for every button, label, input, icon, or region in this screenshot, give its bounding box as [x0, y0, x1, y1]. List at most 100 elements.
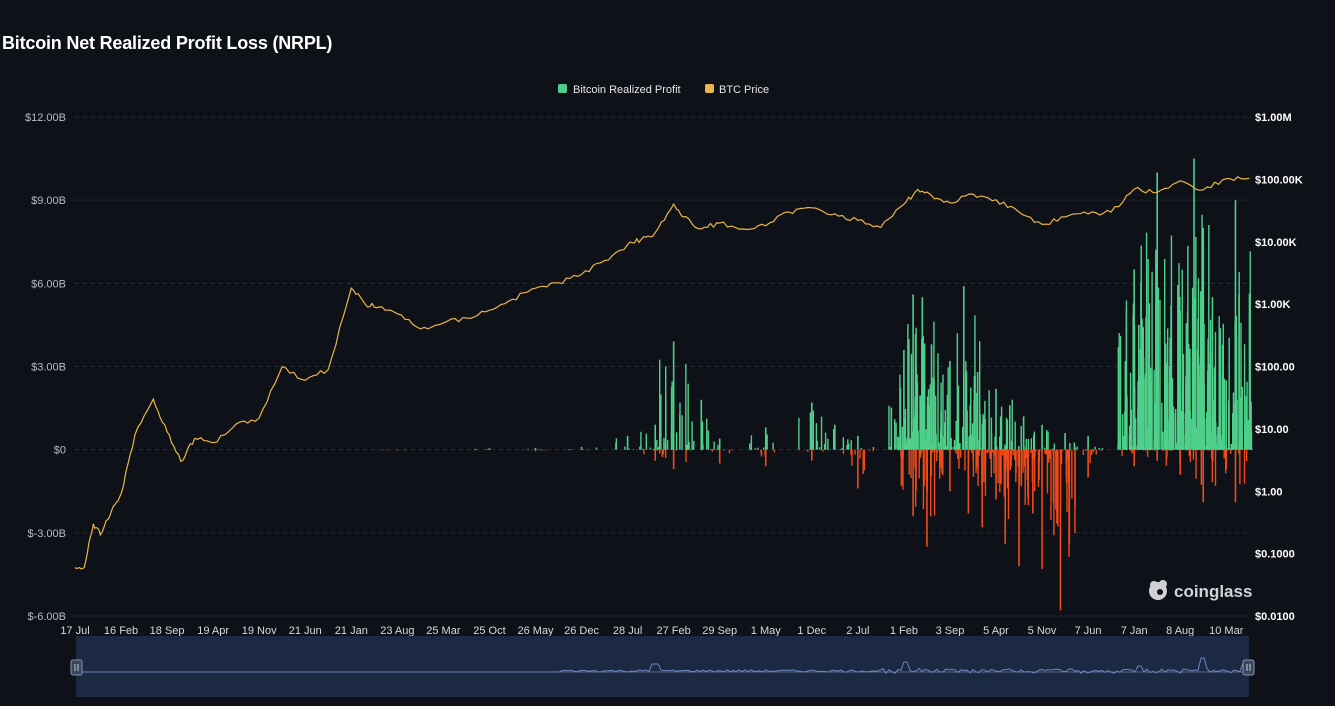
loss-bar [1022, 449, 1024, 473]
legend-label-profit[interactable]: Bitcoin Realized Profit [573, 84, 681, 96]
legend-label-price[interactable]: BTC Price [719, 84, 769, 96]
profit-bar [1189, 348, 1191, 450]
loss-bar [1051, 449, 1053, 451]
profit-bar [938, 442, 940, 450]
profit-bar [959, 443, 961, 450]
loss-bar [1145, 449, 1147, 451]
loss-bar [1020, 449, 1023, 487]
loss-bar [1225, 449, 1228, 451]
profit-bar [904, 409, 907, 450]
profit-bar [932, 449, 935, 451]
profit-bar [625, 449, 627, 450]
loss-bar [1053, 449, 1055, 536]
loss-bar [1071, 449, 1073, 499]
profit-bar [1132, 303, 1135, 450]
loss-bar [661, 449, 663, 458]
profit-bar [890, 407, 893, 450]
profit-bar [1165, 366, 1168, 450]
profit-bar [762, 447, 765, 450]
profit-bar [1173, 449, 1175, 451]
profit-bar [1225, 446, 1227, 450]
profit-bar [1144, 439, 1146, 450]
profit-bar [1128, 425, 1131, 450]
loss-bar [972, 449, 975, 477]
loss-bar [958, 449, 960, 469]
loss-bar [1082, 449, 1084, 455]
profit-bar [656, 448, 659, 450]
profit-bar [1192, 330, 1195, 450]
loss-bar [1074, 449, 1076, 534]
profit-bar [834, 446, 836, 450]
navigator[interactable] [70, 636, 1255, 697]
loss-bar [920, 449, 923, 451]
profit-bar [687, 383, 689, 450]
profit-bar [1225, 380, 1228, 450]
profit-bar [486, 449, 489, 451]
legend-swatch-profit[interactable] [558, 84, 567, 93]
legend[interactable]: Bitcoin Realized Profit BTC Price [558, 84, 769, 96]
profit-bar [615, 442, 617, 450]
profit-bar [1230, 444, 1232, 450]
profit-bar [1232, 412, 1234, 450]
profit-bar [1223, 378, 1226, 450]
left-tick-label: $12.00B [25, 112, 66, 124]
profit-bar [908, 339, 910, 450]
profit-bar [488, 449, 490, 450]
profit-bar [965, 371, 968, 450]
profit-bar [1249, 251, 1251, 450]
profit-bar [908, 431, 910, 450]
profit-bar [710, 449, 712, 450]
profit-bar [1143, 449, 1145, 451]
profit-bar [968, 436, 970, 450]
navigator-right-handle[interactable] [1242, 659, 1255, 676]
left-axis-ticks: $12.00B $9.00B $6.00B $3.00B $0 $-3.00B $-6.00… [25, 112, 66, 623]
profit-bar [953, 448, 955, 450]
profit-bar [945, 446, 947, 450]
profit-bar [1175, 445, 1178, 450]
profit-bar [1210, 435, 1213, 450]
loss-bar [404, 449, 407, 451]
loss-bar [1018, 449, 1021, 485]
loss-bar [932, 449, 934, 453]
loss-bar [1170, 449, 1172, 452]
profit-bar [924, 343, 926, 450]
profit-bar [937, 353, 939, 450]
loss-bar [1192, 449, 1194, 451]
profit-bar [906, 443, 908, 450]
profit-bar [649, 447, 651, 450]
profit-bar [1011, 399, 1013, 450]
profit-bar [1211, 297, 1214, 450]
loss-bar [718, 449, 721, 455]
profit-bar [1191, 418, 1193, 450]
profit-bar [1066, 449, 1069, 450]
profit-bar [940, 435, 943, 450]
profit-bar [889, 446, 891, 450]
loss-bar [851, 449, 853, 466]
loss-bar [1056, 449, 1058, 524]
profit-bar [840, 449, 842, 450]
profit-bar [1125, 393, 1128, 450]
navigator-track[interactable] [76, 636, 1249, 697]
loss-bar [1046, 449, 1048, 455]
profit-bar [1124, 361, 1126, 450]
profit-bar [933, 421, 935, 450]
profit-bar [1006, 419, 1009, 450]
profit-bar [1195, 443, 1198, 450]
profit-bar [691, 446, 693, 450]
x-tick-label: 7 Jan [1121, 625, 1148, 637]
profit-bar [1206, 433, 1208, 450]
profit-bar [1161, 402, 1163, 450]
profit-bar [1151, 271, 1153, 450]
profit-bar [666, 440, 669, 450]
profit-bar [1195, 427, 1198, 450]
profit-bar [1137, 324, 1140, 450]
profit-bar [1022, 416, 1025, 450]
profit-bar [924, 438, 926, 450]
profit-bar [933, 380, 935, 450]
navigator-left-handle[interactable] [70, 659, 83, 676]
loss-bar [1087, 449, 1089, 478]
legend-swatch-price[interactable] [705, 84, 714, 93]
profit-bar [1219, 328, 1222, 450]
profit-bar [1235, 334, 1238, 450]
profit-bar [971, 434, 973, 450]
